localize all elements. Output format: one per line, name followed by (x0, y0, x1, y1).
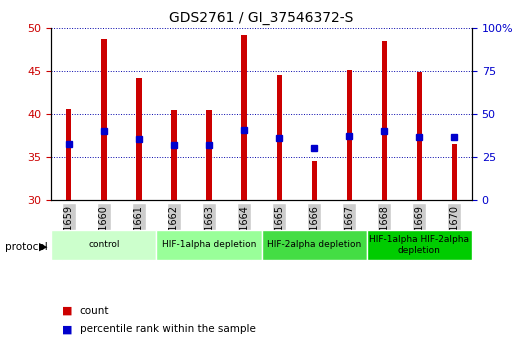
Text: count: count (80, 306, 109, 315)
Bar (136, 78, 142, 200)
Text: control: control (88, 240, 120, 249)
Bar (417, 72, 422, 200)
Text: ■: ■ (62, 306, 72, 315)
Bar (171, 110, 176, 200)
FancyBboxPatch shape (51, 230, 156, 260)
Text: protocol: protocol (5, 242, 48, 252)
Text: HIF-1alpha HIF-2alpha
depletion: HIF-1alpha HIF-2alpha depletion (369, 235, 469, 255)
Bar (382, 41, 387, 200)
Title: GDS2761 / GI_37546372-S: GDS2761 / GI_37546372-S (169, 11, 354, 25)
Bar (452, 144, 457, 200)
Text: percentile rank within the sample: percentile rank within the sample (80, 325, 255, 334)
Bar (206, 110, 212, 200)
Bar (347, 70, 352, 200)
FancyBboxPatch shape (367, 230, 472, 260)
Bar (311, 161, 317, 200)
Bar (66, 109, 71, 200)
Bar (277, 75, 282, 200)
Text: HIF-2alpha depletion: HIF-2alpha depletion (267, 240, 361, 249)
Text: HIF-1alpha depletion: HIF-1alpha depletion (162, 240, 256, 249)
Bar (242, 36, 247, 200)
Text: ▶: ▶ (39, 242, 48, 252)
FancyBboxPatch shape (156, 230, 262, 260)
Bar (101, 39, 107, 200)
FancyBboxPatch shape (262, 230, 367, 260)
Text: ■: ■ (62, 325, 72, 334)
